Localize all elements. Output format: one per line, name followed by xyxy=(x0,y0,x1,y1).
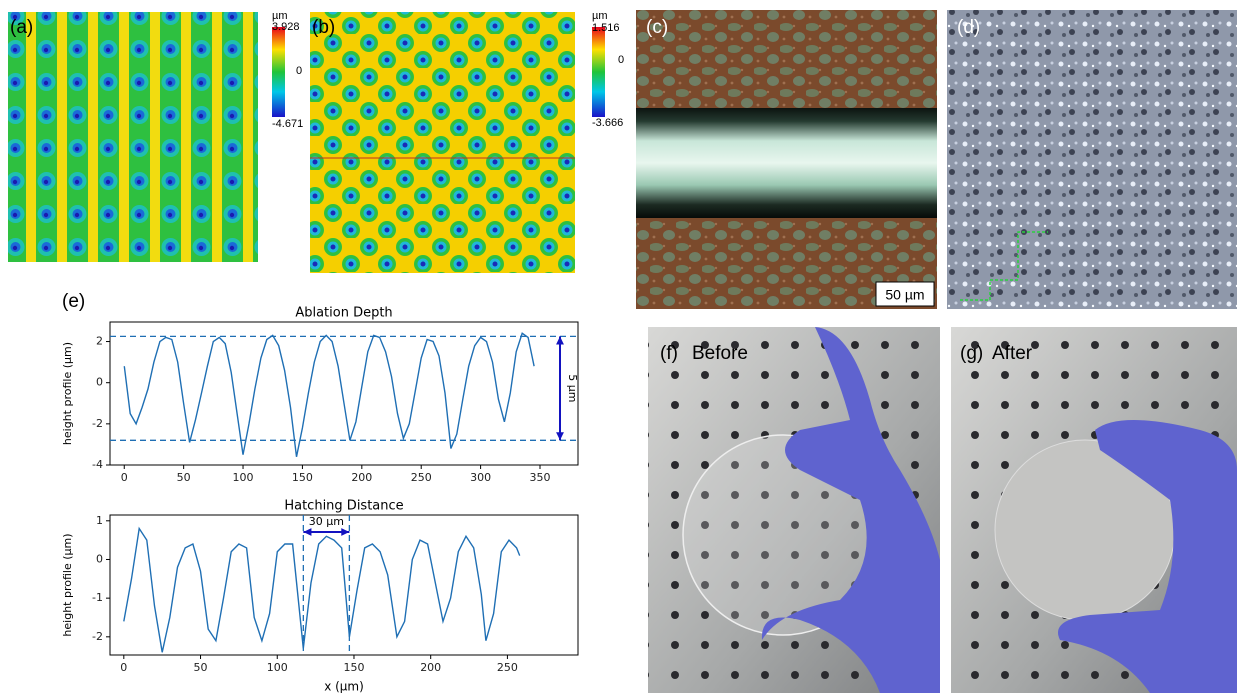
x-axis-label: x (µm) xyxy=(324,680,364,693)
x-tick-label: 0 xyxy=(121,471,128,484)
x-tick-label: 50 xyxy=(194,661,208,674)
panel-label: (c) xyxy=(646,17,668,38)
annotation: 5 µm xyxy=(566,374,579,402)
x-tick-label: 250 xyxy=(411,471,432,484)
panel-caption: After xyxy=(992,343,1033,364)
y-tick-label: -2 xyxy=(92,630,103,643)
height-map-b xyxy=(310,12,575,273)
y-axis-label: height profile (µm) xyxy=(61,342,74,445)
x-tick-label: 50 xyxy=(177,471,191,484)
colorbar xyxy=(592,27,605,117)
x-tick-label: 0 xyxy=(120,661,127,674)
y-tick-label: 0 xyxy=(96,376,103,389)
x-tick-label: 200 xyxy=(420,661,441,674)
y-tick-label: 0 xyxy=(96,552,103,565)
panel-label: (b) xyxy=(312,17,335,38)
height-map-a xyxy=(8,12,258,262)
arrow-head xyxy=(341,528,349,536)
y-axis-label: height profile (µm) xyxy=(61,533,74,636)
micrograph-d xyxy=(947,10,1237,309)
plot-area xyxy=(110,322,578,465)
x-tick-label: 300 xyxy=(470,471,491,484)
colorbar-unit: µm xyxy=(592,10,608,22)
arrow-head xyxy=(303,528,311,536)
panel-caption: Before xyxy=(692,343,748,364)
x-tick-label: 150 xyxy=(292,471,313,484)
colorbar xyxy=(272,27,285,117)
profile-line xyxy=(124,333,534,457)
scale-bar-label: 50 µm xyxy=(885,287,924,303)
panel-label: (g) xyxy=(960,343,983,364)
annotation: 30 µm xyxy=(309,515,344,528)
y-tick-label: 2 xyxy=(96,335,103,348)
plot-area xyxy=(110,515,578,655)
y-tick-label: -4 xyxy=(92,458,103,471)
y-tick-label: -2 xyxy=(92,417,103,430)
colorbar-max: 1.516 xyxy=(592,22,620,34)
arrow-head xyxy=(556,336,564,344)
profile-line xyxy=(124,529,520,653)
y-tick-label: -1 xyxy=(92,591,103,604)
arrow-head xyxy=(556,432,564,440)
chart-title: Hatching Distance xyxy=(284,499,403,514)
panel-label: (e) xyxy=(62,291,85,312)
colorbar-mid: 0 xyxy=(296,65,302,77)
panel-label: (d) xyxy=(957,17,980,38)
panel-label: (f) xyxy=(660,343,678,364)
ablation-track xyxy=(636,108,937,218)
x-tick-label: 200 xyxy=(351,471,372,484)
x-tick-label: 100 xyxy=(267,661,288,674)
colorbar-mid: 0 xyxy=(618,54,624,66)
colorbar-min: -4.671 xyxy=(272,118,303,130)
colorbar-max: 3.928 xyxy=(272,21,300,33)
y-tick-label: 1 xyxy=(96,514,103,527)
chart-title: Ablation Depth xyxy=(295,306,392,321)
x-tick-label: 100 xyxy=(233,471,254,484)
panel-label: (a) xyxy=(10,17,33,38)
figure: (a) µm 3.928 0 -4.671 (b) µm 1.516 0 -3.… xyxy=(0,0,1237,693)
x-tick-label: 150 xyxy=(343,661,364,674)
x-tick-label: 250 xyxy=(497,661,518,674)
x-tick-label: 350 xyxy=(529,471,550,484)
colorbar-min: -3.666 xyxy=(592,117,623,129)
